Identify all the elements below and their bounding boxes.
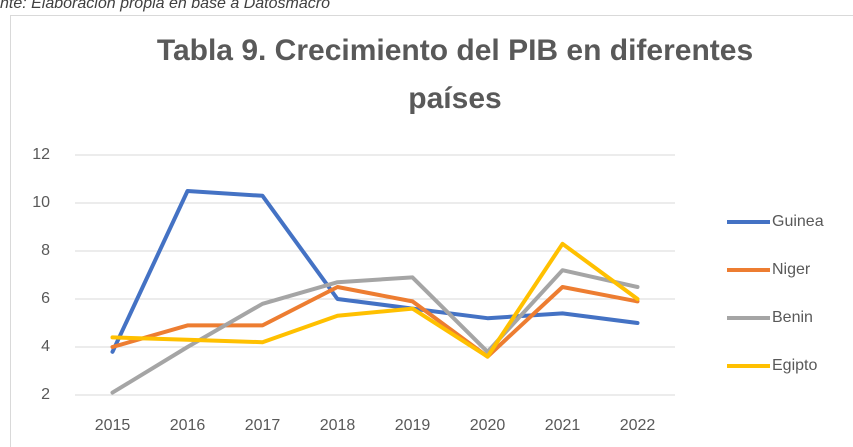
y-tick-label: 10 <box>32 194 50 211</box>
x-tick-label: 2019 <box>395 417 431 434</box>
legend-label: Niger <box>772 261 811 278</box>
series-line <box>110 241 640 359</box>
chart-frame <box>10 15 853 447</box>
y-tick-label: 2 <box>41 386 50 403</box>
x-tick-label: 2022 <box>620 417 656 434</box>
x-tick-label: 2018 <box>320 417 356 434</box>
y-tick-label: 12 <box>32 146 50 163</box>
x-tick-label: 2021 <box>545 417 581 434</box>
legend-label: Egipto <box>772 357 817 374</box>
x-tick-label: 2016 <box>170 417 206 434</box>
legend-label: Guinea <box>772 213 824 230</box>
legend-label: Benin <box>772 309 813 326</box>
chart-title: Tabla 9. Crecimiento del PIB en diferent… <box>157 34 753 67</box>
series-line <box>110 285 640 359</box>
y-tick-label: 8 <box>41 242 50 259</box>
caption: nte: Elaboración propia en base a Datosm… <box>0 0 330 12</box>
series-line <box>110 189 640 354</box>
x-tick-label: 2020 <box>470 417 506 434</box>
x-tick-label: 2017 <box>245 417 281 434</box>
y-tick-label: 6 <box>41 290 50 307</box>
y-tick-label: 4 <box>41 338 50 355</box>
x-tick-label: 2015 <box>95 417 131 434</box>
chart-title: países <box>408 82 501 115</box>
